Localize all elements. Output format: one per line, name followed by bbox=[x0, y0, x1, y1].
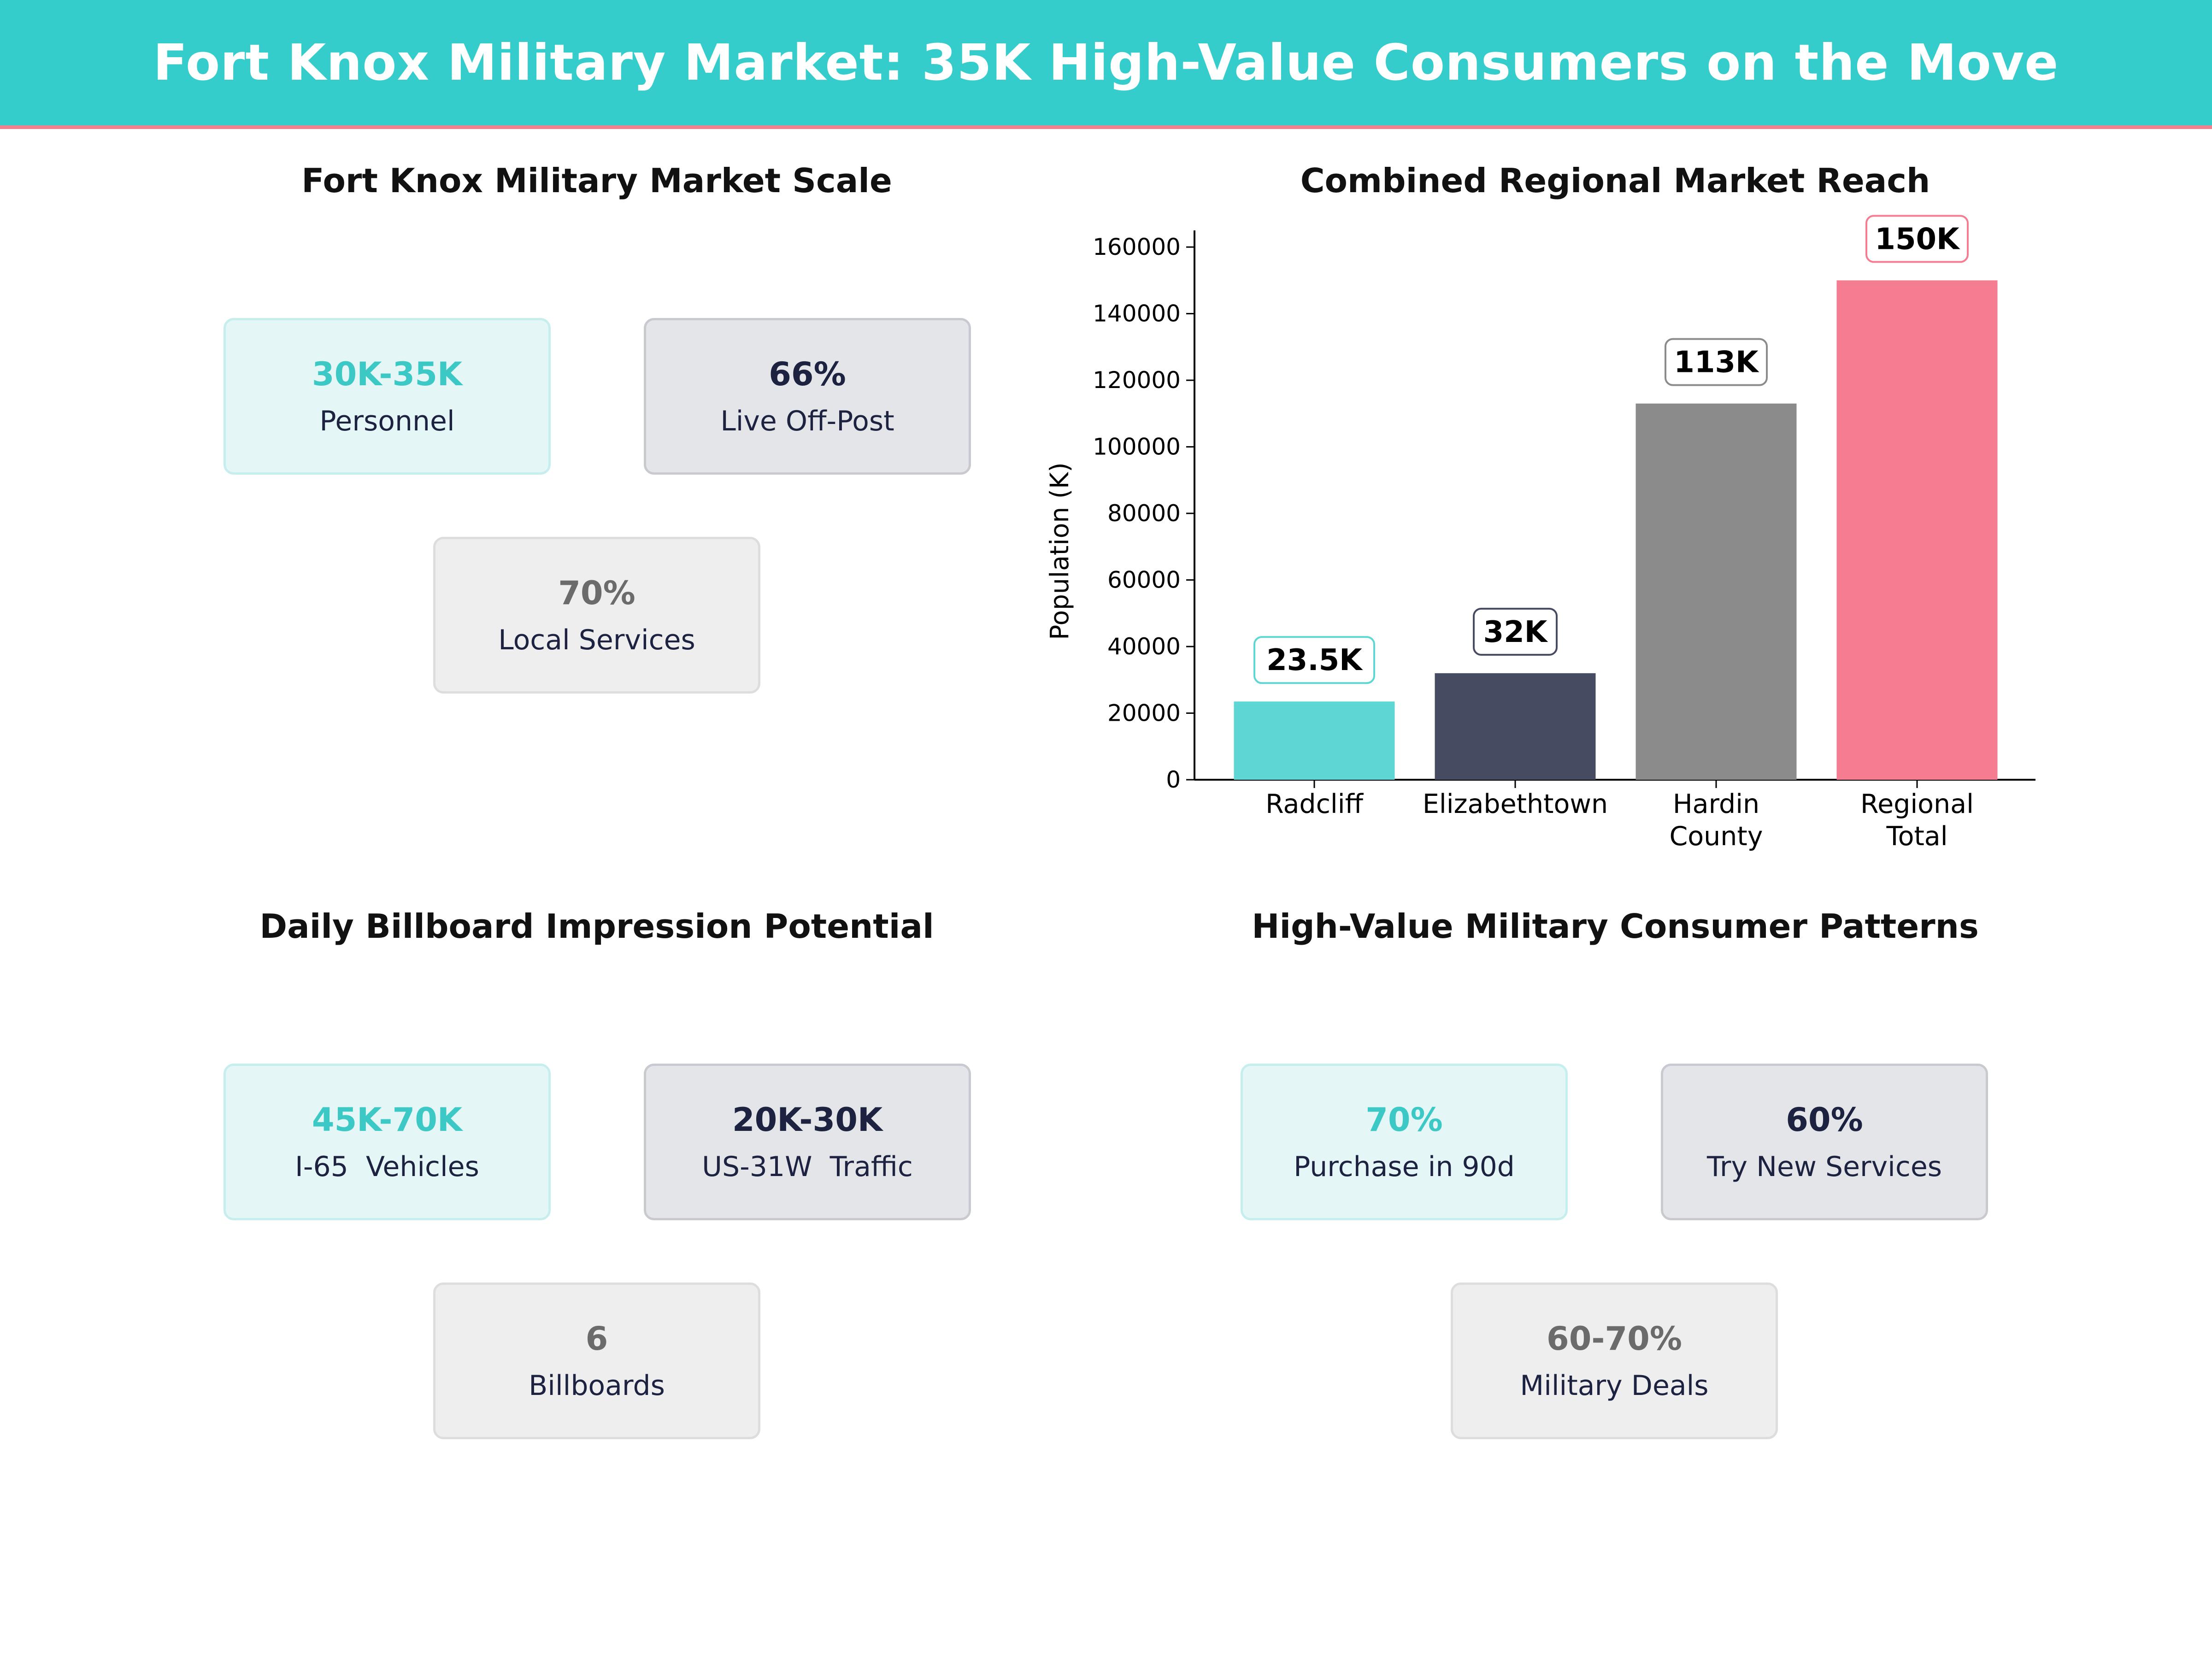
data-label-box bbox=[1865, 215, 1969, 263]
y-tick-label: 80000 bbox=[1107, 500, 1181, 527]
card-value: 30K-35K bbox=[312, 355, 463, 393]
bar-1 bbox=[1435, 673, 1596, 780]
y-tick-label: 60000 bbox=[1107, 567, 1181, 594]
bar-2 bbox=[1635, 403, 1797, 780]
i65-vehicles-card: 45K-70K I-65 Vehicles bbox=[224, 1064, 551, 1220]
card-value: 60% bbox=[1786, 1101, 1863, 1139]
data-label-box bbox=[1253, 636, 1375, 684]
us31w-traffic-card: 20K-30K US-31W Traffic bbox=[644, 1064, 971, 1220]
y-tick-label: 20000 bbox=[1107, 700, 1181, 727]
data-label-box bbox=[1473, 607, 1558, 656]
x-tick-label: Radcliff bbox=[1265, 789, 1364, 819]
card-label: Try New Services bbox=[1706, 1151, 1942, 1183]
y-tick-label: 160000 bbox=[1093, 234, 1181, 260]
x-tick-label: Elizabethtown bbox=[1423, 789, 1608, 819]
card-label: Local Services bbox=[498, 624, 695, 656]
regional-reach-chart: 0 20000 40000 60000 80000 100000 120000 140000 1… bbox=[1045, 215, 2036, 852]
card-label: Personnel bbox=[319, 405, 455, 437]
billboard-title: Daily Billboard Impression Potential bbox=[259, 907, 934, 946]
data-label: 113K bbox=[1674, 346, 1759, 380]
x-tick-label-line: Hardin bbox=[1673, 789, 1759, 819]
x-tick-label-line: Elizabethtown bbox=[1423, 789, 1608, 819]
x-tick-label: Hardin County bbox=[1669, 789, 1763, 852]
y-tick-label: 140000 bbox=[1093, 300, 1181, 327]
y-axis-label: Population (K) bbox=[1045, 462, 1074, 640]
regional-reach-title: Combined Regional Market Reach bbox=[1300, 161, 1930, 200]
data-label: 150K bbox=[1875, 222, 1960, 256]
personnel-card: 30K-35K Personnel bbox=[224, 318, 551, 475]
card-label: Live Off-Post bbox=[720, 405, 894, 437]
y-tick-label: 100000 bbox=[1093, 434, 1181, 460]
card-label: Military Deals bbox=[1520, 1370, 1709, 1402]
x-tick-label-line: County bbox=[1669, 821, 1763, 852]
new-services-card: 60% Try New Services bbox=[1661, 1064, 1988, 1220]
military-deals-card: 60-70% Military Deals bbox=[1451, 1282, 1778, 1439]
card-value: 6 bbox=[585, 1320, 608, 1358]
page-title: Fort Knox Military Market: 35K High-Valu… bbox=[153, 34, 2059, 92]
card-label: Billboards bbox=[529, 1370, 665, 1402]
x-tick-label-line: Radcliff bbox=[1265, 789, 1364, 819]
card-value: 45K-70K bbox=[312, 1101, 463, 1139]
card-label: US-31W Traffic bbox=[702, 1151, 913, 1183]
y-tick-label: 0 bbox=[1166, 766, 1181, 793]
bar-0 bbox=[1234, 701, 1395, 780]
data-label-box bbox=[1665, 338, 1768, 386]
billboards-card: 6 Billboards bbox=[433, 1282, 760, 1439]
data-label: 23.5K bbox=[1266, 643, 1363, 677]
card-value: 66% bbox=[769, 355, 846, 393]
local-services-card: 70% Local Services bbox=[433, 537, 760, 694]
card-value: 20K-30K bbox=[732, 1101, 883, 1139]
x-tick-label-line: Total bbox=[1886, 821, 1947, 852]
market-scale-title: Fort Knox Military Market Scale bbox=[301, 161, 892, 200]
card-value: 70% bbox=[558, 574, 635, 612]
bar-3 bbox=[1836, 280, 1998, 780]
purchase-card: 70% Purchase in 90d bbox=[1241, 1064, 1568, 1220]
header-banner: Fort Knox Military Market: 35K High-Valu… bbox=[0, 0, 2212, 129]
data-label: 32K bbox=[1483, 615, 1548, 649]
y-tick-label: 40000 bbox=[1107, 633, 1181, 660]
x-tick-label: Regional Total bbox=[1860, 789, 1974, 852]
card-label: Purchase in 90d bbox=[1294, 1151, 1515, 1183]
card-label: I-65 Vehicles bbox=[295, 1151, 479, 1183]
card-value: 60-70% bbox=[1546, 1320, 1682, 1358]
off-post-card: 66% Live Off-Post bbox=[644, 318, 971, 475]
card-value: 70% bbox=[1365, 1101, 1443, 1139]
y-tick-label: 120000 bbox=[1093, 367, 1181, 394]
consumer-patterns-title: High-Value Military Consumer Patterns bbox=[1252, 907, 1979, 946]
x-tick-label-line: Regional bbox=[1860, 789, 1974, 819]
